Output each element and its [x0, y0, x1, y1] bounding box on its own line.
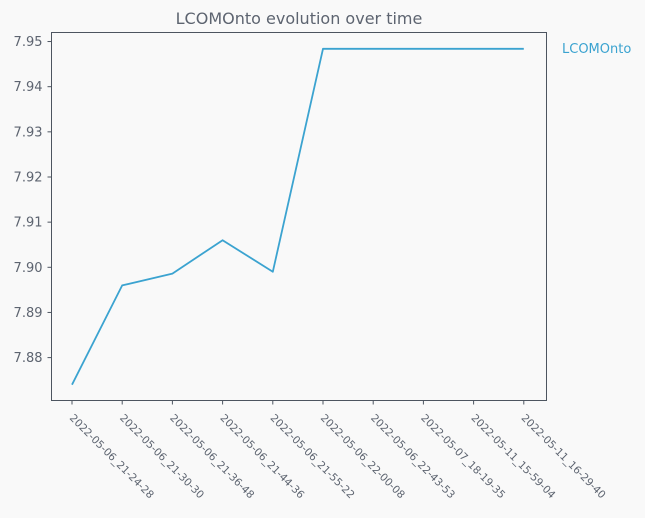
- y-tick-label: 7.95: [14, 35, 43, 50]
- y-axis: 7.88 7.89 7.90 7.91 7.92 7.93 7.94 7.95: [14, 35, 52, 366]
- y-tick-label: 7.88: [14, 351, 43, 366]
- y-tick-label: 7.94: [14, 80, 43, 95]
- x-tick-label: 2022-05-06_21-30-30: [117, 412, 206, 501]
- x-tick-label: 2022-05-06_21-24-28: [67, 412, 156, 501]
- series-line-lcomonto: [71, 47, 524, 386]
- x-tick-label: 2022-05-06_22-00-08: [318, 412, 407, 501]
- y-tick-label: 7.89: [14, 306, 43, 321]
- y-tick-label: 7.93: [14, 125, 43, 140]
- chart-title: LCOMOnto evolution over time: [176, 9, 423, 28]
- x-tick-label: 2022-05-06_22-43-53: [368, 412, 457, 501]
- x-tick-label: 2022-05-11_15-59-04: [468, 412, 557, 501]
- x-tick-label: 2022-05-11_16-29-40: [519, 412, 608, 501]
- x-axis: 2022-05-06_21-24-282022-05-06_21-30-3020…: [67, 400, 608, 501]
- plot-area: [51, 32, 547, 401]
- x-tick-label: 2022-05-06_21-36-48: [167, 412, 256, 501]
- x-tick-label: 2022-05-06_21-44-36: [217, 412, 306, 501]
- legend-series-label: LCOMOnto: [562, 42, 631, 57]
- series-layer: [71, 47, 524, 386]
- x-tick-label: 2022-05-06_21-55-22: [268, 412, 357, 501]
- y-tick-label: 7.91: [14, 216, 43, 231]
- y-tick-label: 7.90: [14, 261, 43, 276]
- y-tick-label: 7.92: [14, 170, 43, 185]
- x-tick-label: 2022-05-07_18-19-35: [418, 412, 507, 501]
